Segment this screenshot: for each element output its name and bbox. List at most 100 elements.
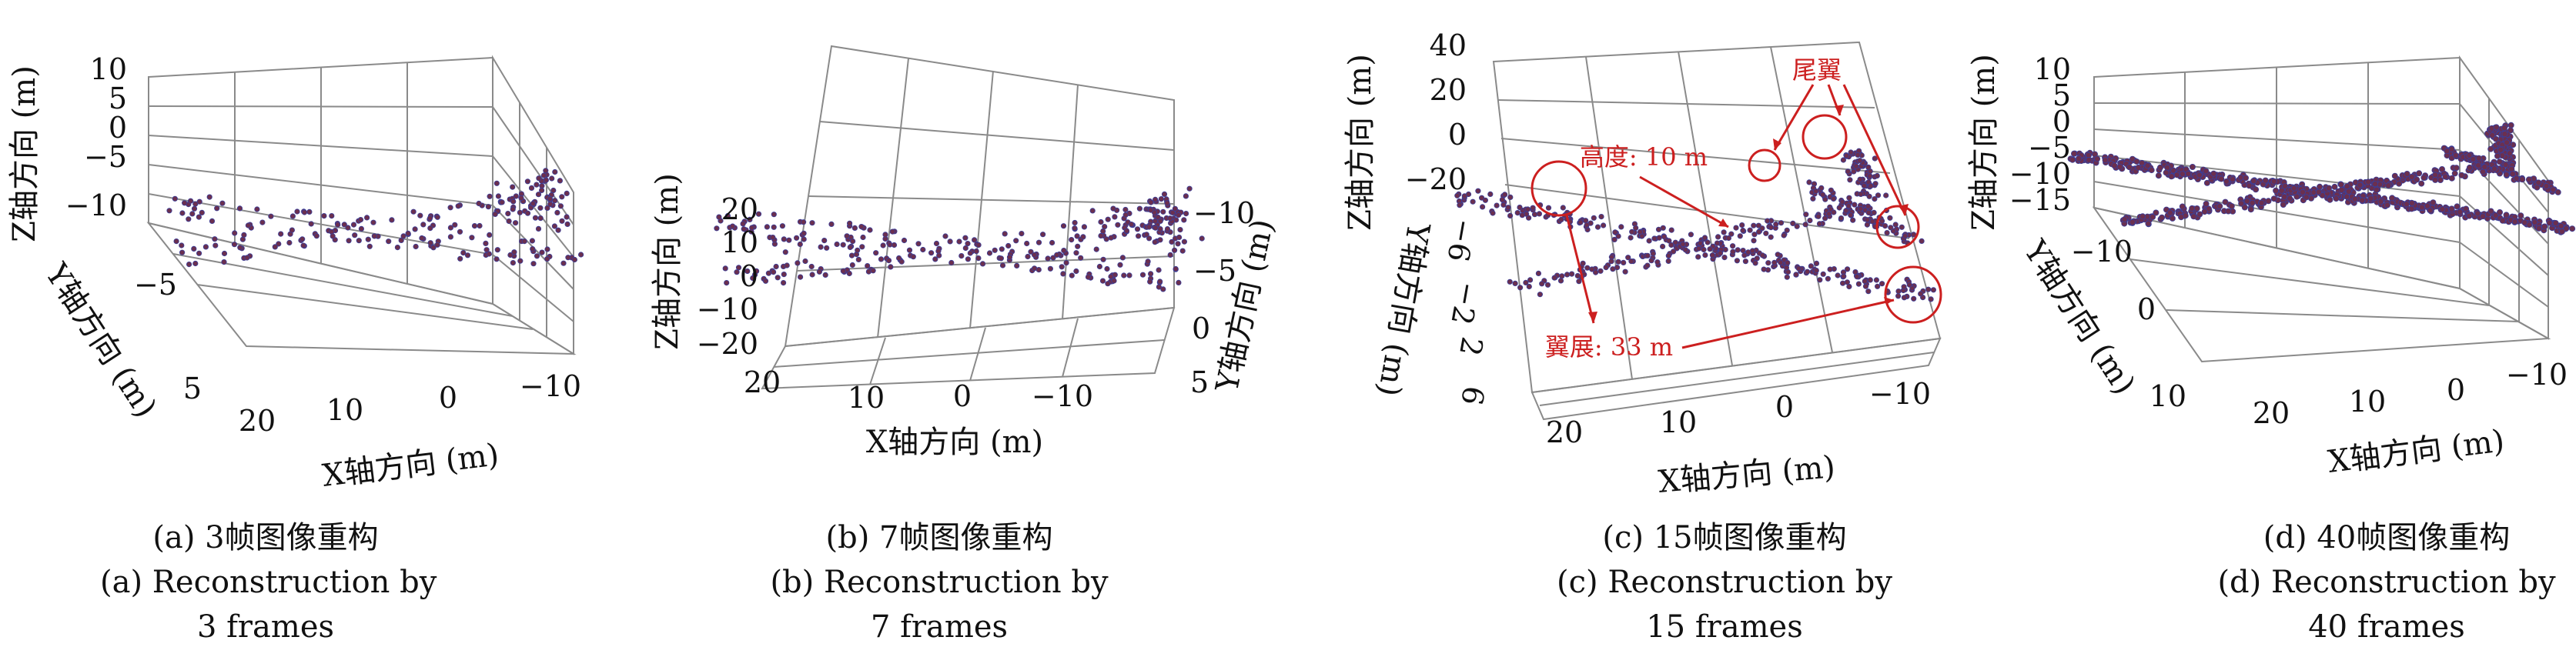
- z-axis-label-b: Z轴方向 (m): [650, 173, 685, 350]
- scatter-point: [1096, 263, 1103, 270]
- scatter-point: [1826, 211, 1832, 217]
- scatter-point: [2280, 201, 2287, 208]
- scatter-point: [1629, 228, 1635, 235]
- z-tick-c-2: 0: [1448, 118, 1467, 152]
- scatter-point: [933, 240, 940, 247]
- x-tick-a-2: 0: [439, 381, 457, 415]
- scatter-point: [828, 221, 835, 227]
- scatter-point: [1152, 218, 1159, 224]
- scatter-point: [1867, 173, 1873, 179]
- scatter-point: [1820, 192, 1826, 198]
- scatter-point: [1527, 277, 1534, 283]
- scatter-point: [1139, 272, 1146, 278]
- scatter-point: [2563, 225, 2570, 232]
- scatter-point: [2258, 199, 2265, 206]
- scatter-point: [1176, 234, 1183, 241]
- scatter-point: [1615, 233, 1621, 239]
- y-tick-d-0: −10: [2071, 235, 2133, 268]
- caption-a-en-2: 3 frames: [196, 609, 335, 645]
- scatter-point: [2385, 182, 2392, 189]
- scatter-point: [1047, 265, 1054, 272]
- scatter-point: [549, 175, 555, 182]
- annotation-circle-fin: [1748, 148, 1781, 182]
- x-tick-c-0: 20: [1546, 415, 1583, 449]
- x-tick-b-3: −10: [1032, 379, 1093, 413]
- scatter-point: [1115, 222, 1121, 228]
- scatter-point: [447, 205, 453, 211]
- scatter-point: [191, 205, 198, 212]
- scatter-point: [1862, 278, 1868, 285]
- scatter-point: [1557, 278, 1564, 284]
- scatter-point: [398, 237, 404, 243]
- scatter-point: [1102, 223, 1108, 230]
- scatter-point: [2357, 182, 2364, 188]
- scatter-point: [1855, 152, 1861, 158]
- scatter-point: [1535, 270, 1542, 276]
- scatter-point: [1111, 278, 1117, 284]
- scatter-point: [1765, 260, 1771, 266]
- scatter-point: [212, 236, 218, 242]
- scatter-point: [773, 263, 779, 270]
- scatter-point: [2069, 156, 2076, 163]
- z-tick-d-1: 5: [2052, 78, 2071, 112]
- scatter-point: [530, 261, 537, 267]
- scatter-point: [1838, 215, 1845, 222]
- scatter-point: [2337, 181, 2344, 188]
- scatter-point: [179, 242, 185, 248]
- scatter-point: [544, 205, 550, 211]
- scatter-point: [1735, 247, 1741, 253]
- scatter-point: [410, 208, 417, 215]
- scatter-point: [365, 236, 371, 242]
- scatter-point: [2481, 163, 2488, 170]
- scatter-point: [1148, 199, 1154, 205]
- scatter-point: [1670, 248, 1677, 255]
- scatter-point: [1805, 268, 1811, 275]
- scatter-point: [389, 217, 395, 223]
- scatter-point: [191, 245, 197, 252]
- scatter-point: [1181, 238, 1188, 245]
- scatter-point: [1025, 253, 1031, 260]
- scatter-point: [1148, 207, 1154, 213]
- scatter-point: [294, 208, 300, 215]
- scatter-point: [1862, 283, 1869, 289]
- scatter-point: [2148, 167, 2155, 174]
- scatter-point: [199, 209, 205, 215]
- scatter-point: [1816, 221, 1823, 227]
- scatter-point: [858, 223, 865, 230]
- scatter-point: [1628, 235, 1634, 241]
- z-tick-a-4: −10: [65, 188, 127, 222]
- scatter-point: [741, 226, 747, 232]
- scatter-point: [2365, 178, 2372, 185]
- scatter-point: [464, 252, 471, 258]
- scatter-point: [1173, 265, 1179, 272]
- scatter-point: [510, 184, 516, 190]
- scatter-point: [517, 209, 524, 215]
- scatter-point: [795, 260, 801, 266]
- scatter-point: [471, 222, 478, 229]
- scatter-point: [2372, 181, 2379, 188]
- scatter-point: [493, 180, 500, 186]
- scatter-point: [2153, 209, 2159, 216]
- caption-d-cn: (d) 40帧图像重构: [2263, 520, 2511, 555]
- scatter-point: [455, 203, 461, 209]
- scatter-point: [979, 261, 986, 267]
- z-tick-b-0: 20: [721, 192, 758, 226]
- scatter-point: [554, 209, 560, 215]
- scatter-point: [1759, 252, 1765, 258]
- scatter-point: [1749, 248, 1755, 254]
- scatter-point: [1157, 225, 1163, 232]
- scatter-point: [1479, 195, 1485, 201]
- scatter-point: [1815, 213, 1822, 219]
- scatter-point: [1701, 246, 1707, 253]
- scatter-point: [1526, 283, 1532, 290]
- scatter-point: [188, 198, 194, 204]
- scatter-point: [1089, 208, 1096, 214]
- scatter-point: [781, 236, 787, 242]
- y-tick-c-3: 6: [1454, 384, 1491, 408]
- scatter-point: [1865, 209, 1872, 215]
- scatter-point: [2367, 195, 2374, 202]
- y-tick-a-0: −5: [134, 268, 177, 302]
- scatter-point: [1061, 247, 1067, 254]
- scatter-point: [920, 246, 926, 253]
- scatter-point: [1651, 235, 1658, 242]
